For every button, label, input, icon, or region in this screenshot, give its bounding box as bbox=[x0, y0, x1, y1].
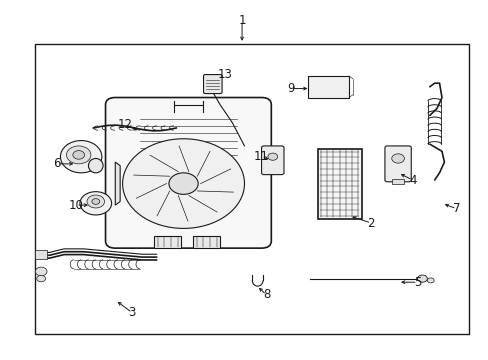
Circle shape bbox=[35, 267, 47, 276]
Circle shape bbox=[87, 195, 104, 208]
Bar bbox=[307, 76, 348, 98]
Bar bbox=[35, 44, 468, 334]
FancyBboxPatch shape bbox=[203, 75, 222, 94]
Text: 1: 1 bbox=[238, 14, 245, 27]
Text: 2: 2 bbox=[367, 216, 374, 230]
Text: 3: 3 bbox=[128, 306, 136, 319]
Bar bbox=[35, 250, 47, 259]
Bar bbox=[193, 235, 220, 248]
Text: 6: 6 bbox=[53, 157, 61, 170]
Circle shape bbox=[417, 275, 427, 282]
Circle shape bbox=[66, 146, 91, 164]
Bar bbox=[391, 179, 403, 184]
Circle shape bbox=[267, 153, 277, 160]
Text: 7: 7 bbox=[452, 202, 459, 215]
FancyBboxPatch shape bbox=[105, 98, 271, 248]
Circle shape bbox=[122, 139, 244, 228]
Ellipse shape bbox=[80, 192, 111, 215]
Text: 4: 4 bbox=[408, 174, 416, 186]
Text: 12: 12 bbox=[117, 118, 132, 131]
Circle shape bbox=[168, 173, 198, 194]
Circle shape bbox=[37, 275, 45, 282]
Ellipse shape bbox=[61, 140, 102, 173]
Text: 11: 11 bbox=[254, 150, 268, 163]
Text: 10: 10 bbox=[69, 199, 83, 212]
FancyBboxPatch shape bbox=[261, 146, 284, 175]
Text: 8: 8 bbox=[262, 288, 269, 301]
Polygon shape bbox=[115, 162, 120, 205]
Circle shape bbox=[73, 150, 84, 159]
Bar bbox=[154, 235, 181, 248]
Text: 9: 9 bbox=[286, 82, 294, 95]
Circle shape bbox=[391, 154, 404, 163]
Text: 5: 5 bbox=[413, 276, 421, 289]
Text: 13: 13 bbox=[217, 68, 232, 81]
Bar bbox=[317, 149, 361, 219]
Ellipse shape bbox=[88, 158, 103, 173]
FancyBboxPatch shape bbox=[384, 146, 410, 182]
Circle shape bbox=[92, 199, 100, 204]
Circle shape bbox=[427, 278, 433, 283]
